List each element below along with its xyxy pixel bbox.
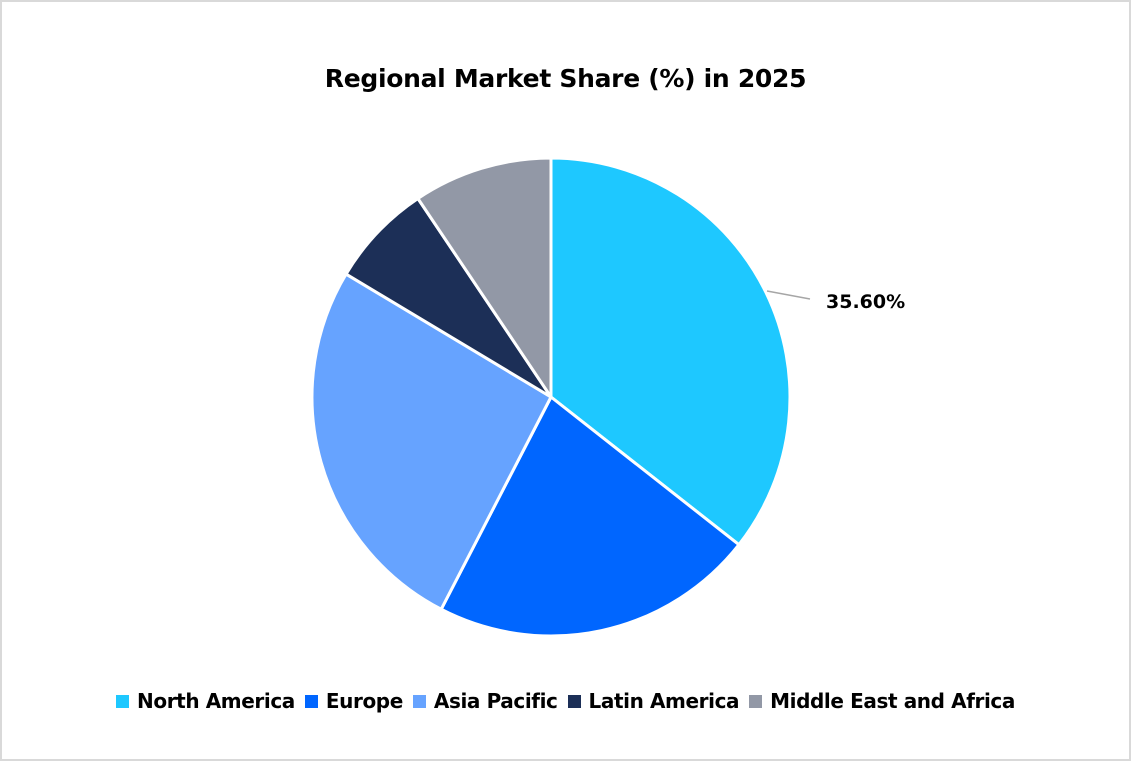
legend-label: Asia Pacific <box>433 689 558 713</box>
legend-swatch-icon <box>749 694 763 708</box>
legend-label: Europe <box>325 689 403 713</box>
legend-item-asia-pacific[interactable]: Asia Pacific <box>412 689 558 713</box>
legend-label: Middle East and Africa <box>770 689 1015 713</box>
data-label-text: 35.60% <box>826 291 905 313</box>
pie-slice-europe[interactable] <box>439 395 741 638</box>
legend-swatch-icon <box>304 694 318 708</box>
legend-item-middle-east-and-africa[interactable]: Middle East and Africa <box>749 689 1015 713</box>
pie-slice-latin-america[interactable] <box>344 196 553 399</box>
legend-label: North America <box>137 689 295 713</box>
legend-item-europe[interactable]: Europe <box>304 689 403 713</box>
legend: North America Europe Asia Pacific Latin … <box>0 689 1131 713</box>
legend-item-latin-america[interactable]: Latin America <box>567 689 740 713</box>
leader-line <box>766 290 811 300</box>
legend-label: Latin America <box>588 689 740 713</box>
legend-swatch-icon <box>567 694 581 708</box>
pie-slice-middle-east-and-africa[interactable] <box>416 156 553 399</box>
legend-item-north-america[interactable]: North America <box>116 689 295 713</box>
pie-slice-north-america[interactable] <box>549 156 792 547</box>
legend-swatch-icon <box>412 694 426 708</box>
legend-swatch-icon <box>116 694 130 708</box>
pie-slice-asia-pacific[interactable] <box>310 272 553 611</box>
chart-title: Regional Market Share (%) in 2025 <box>324 64 807 93</box>
data-label-north-america: 35.60% <box>766 290 905 313</box>
pie-slices <box>310 156 792 638</box>
